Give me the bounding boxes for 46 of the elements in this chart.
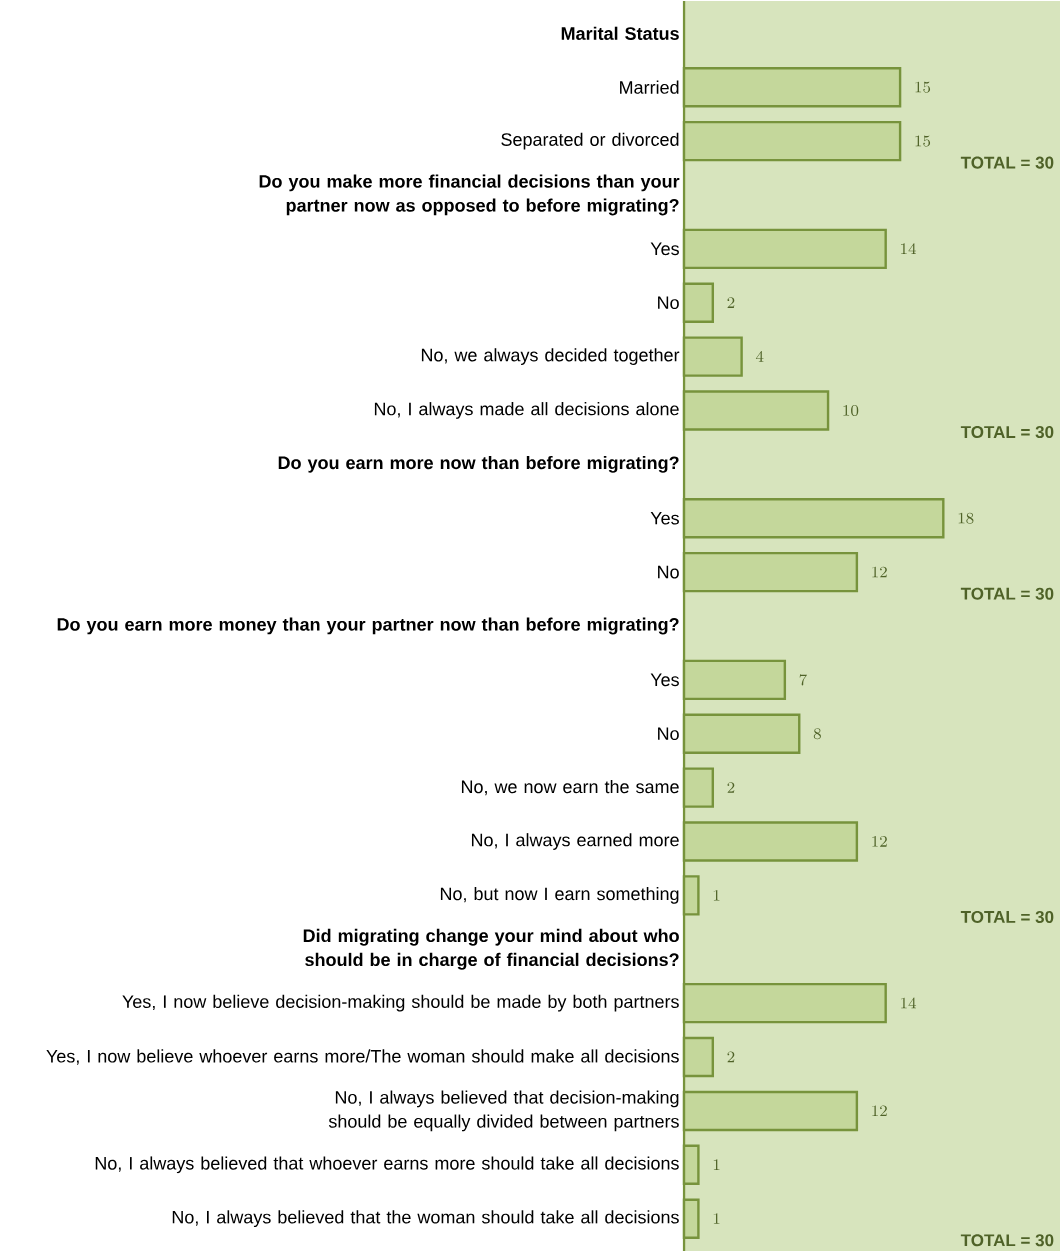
y-tick-label: Do you earn more now than before migrating? bbox=[278, 455, 679, 473]
data-label: 12 bbox=[872, 566, 887, 578]
data-label: 15 bbox=[915, 135, 931, 147]
data-label: 1 bbox=[713, 1159, 720, 1170]
y-tick-label: Yes, I now believe decision-making should be made by both partners bbox=[122, 994, 679, 1012]
data-label: 12 bbox=[872, 1105, 887, 1117]
data-label: 14 bbox=[901, 243, 917, 254]
y-tick-label: No, we always decided together bbox=[421, 348, 680, 365]
data-label: 14 bbox=[901, 997, 917, 1009]
y-tick-label: Marital Status bbox=[561, 26, 679, 40]
y-tick-label: Yes bbox=[650, 242, 679, 256]
data-label: 18 bbox=[958, 512, 974, 524]
y-tick-label: No, I always believed that the woman should take all decisions bbox=[172, 1210, 679, 1228]
y-tick-label: Do you earn more money than your partner now than before migrating? bbox=[57, 617, 679, 635]
y-tick-label: Yes bbox=[650, 673, 679, 687]
text: TOTAL = 30 bbox=[960, 426, 1054, 439]
text: TOTAL = 30 bbox=[960, 910, 1054, 923]
y-tick-label: No, we now earn the same bbox=[461, 779, 679, 796]
y-tick-label: No bbox=[658, 727, 679, 741]
y-tick-label: No bbox=[658, 565, 679, 579]
y-tick-label: No, I always made all decisions alone bbox=[374, 402, 679, 419]
y-tick-label: Married bbox=[620, 80, 679, 94]
y-tick-label: No, I always believed that whoever earns more should take all decisions bbox=[95, 1156, 679, 1174]
data-label: 2 bbox=[727, 782, 735, 793]
text: TOTAL = 30 bbox=[960, 1234, 1054, 1247]
data-label: 4 bbox=[755, 350, 764, 362]
y-tick-label: Yes, I now believe whoever earns more/The woman should make all decisions bbox=[46, 1049, 679, 1065]
data-label: 10 bbox=[843, 405, 859, 416]
y-tick-label: No bbox=[658, 296, 679, 310]
data-label: 12 bbox=[872, 836, 887, 847]
y-tick-label: Did migrating change your mind about who should be in charge of financial decisions? bbox=[303, 928, 679, 970]
data-label: 1 bbox=[713, 1213, 720, 1224]
data-label: 1 bbox=[713, 889, 720, 901]
data-label: 2 bbox=[727, 297, 735, 308]
y-tick-label: No, but now I earn something bbox=[440, 887, 679, 904]
text: TOTAL = 30 bbox=[960, 587, 1054, 600]
data-label: 2 bbox=[727, 1051, 735, 1063]
data-label: 15 bbox=[915, 81, 931, 93]
y-tick-label: No, I always earned more bbox=[471, 833, 679, 850]
y-tick-label: Separated or divorced bbox=[501, 132, 679, 150]
text: TOTAL = 30 bbox=[960, 156, 1054, 169]
data-label: 8 bbox=[813, 728, 821, 740]
y-tick-label: Do you make more financial decisions than your partner now as opposed to before migrating? bbox=[259, 174, 680, 216]
data-label: 7 bbox=[799, 674, 807, 686]
y-tick-label: No, I always believed that decision-making should be equally divided between partners bbox=[328, 1090, 679, 1132]
y-tick-label: Yes bbox=[650, 511, 679, 525]
